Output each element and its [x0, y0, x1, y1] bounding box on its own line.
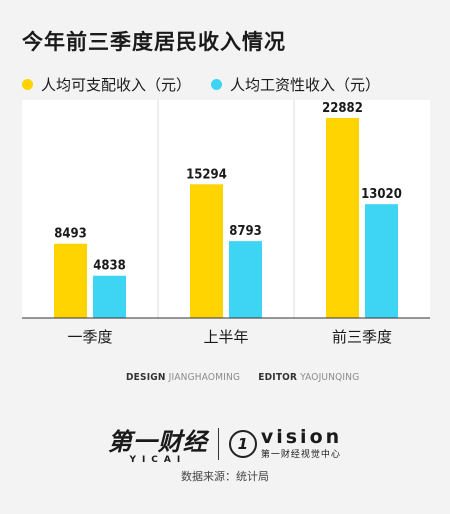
- design-label: DESIGN: [126, 372, 166, 383]
- legend-swatch-yellow: [22, 79, 33, 90]
- legend-item-disposable: 人均可支配收入（元）: [22, 74, 191, 95]
- data-label: 22882: [322, 101, 363, 116]
- data-label: 13020: [361, 187, 402, 202]
- x-tick-label: 上半年: [203, 328, 248, 346]
- legend-item-wage: 人均工资性收入（元）: [211, 74, 380, 95]
- vision-logo-name: vision: [260, 425, 343, 448]
- credits: DESIGN JIANGHAOMING EDITOR YAOJUNQING: [126, 372, 359, 383]
- vision-logo-sub: 第一财经视觉中心: [260, 449, 341, 460]
- bar-disposable-1: [190, 184, 223, 318]
- yicai-logo: 第一财经 YICAI: [108, 422, 208, 465]
- vision-circle-icon: 1: [228, 429, 257, 458]
- data-label: 8493: [54, 227, 87, 242]
- data-source: 数据来源：统计局: [181, 470, 269, 483]
- logo-divider: [217, 427, 219, 460]
- bar-wage-1: [229, 241, 262, 318]
- bar-disposable-2: [326, 117, 359, 318]
- bar-disposable-0: [54, 243, 87, 318]
- data-label: 8793: [229, 224, 262, 239]
- legend-label-disposable: 人均可支配收入（元）: [41, 76, 192, 94]
- x-tick-label: 一季度: [67, 328, 112, 346]
- legend-swatch-cyan: [211, 79, 223, 90]
- yicai-logo-name: 第一财经: [107, 428, 208, 456]
- x-tick-label: 前三季度: [332, 328, 392, 346]
- chart-title: 今年前三季度居民收入情况: [22, 30, 286, 54]
- editor-name: YAOJUNQING: [300, 372, 360, 383]
- legend: 人均可支配收入（元） 人均工资性收入（元）: [22, 74, 380, 95]
- editor-label: EDITOR: [258, 372, 298, 383]
- logo-row: 第一财经 YICAI 1 vision 第一财经视觉中心: [0, 422, 450, 465]
- vision-logo: 1 vision 第一财经视觉中心: [228, 425, 343, 460]
- plot-background: [22, 100, 430, 318]
- bar-chart: 8493 4838 一季度 15294 8793 上半年 22882 13020 前三季度: [22, 100, 430, 346]
- data-label: 15294: [186, 167, 227, 182]
- designer-name: JIANGHAOMING: [168, 372, 241, 383]
- bar-wage-2: [365, 204, 398, 318]
- data-label: 4838: [93, 259, 126, 274]
- legend-label-wage: 人均工资性收入（元）: [230, 76, 381, 94]
- yicai-logo-pinyin: YICAI: [129, 455, 187, 465]
- bar-wage-0: [93, 275, 126, 318]
